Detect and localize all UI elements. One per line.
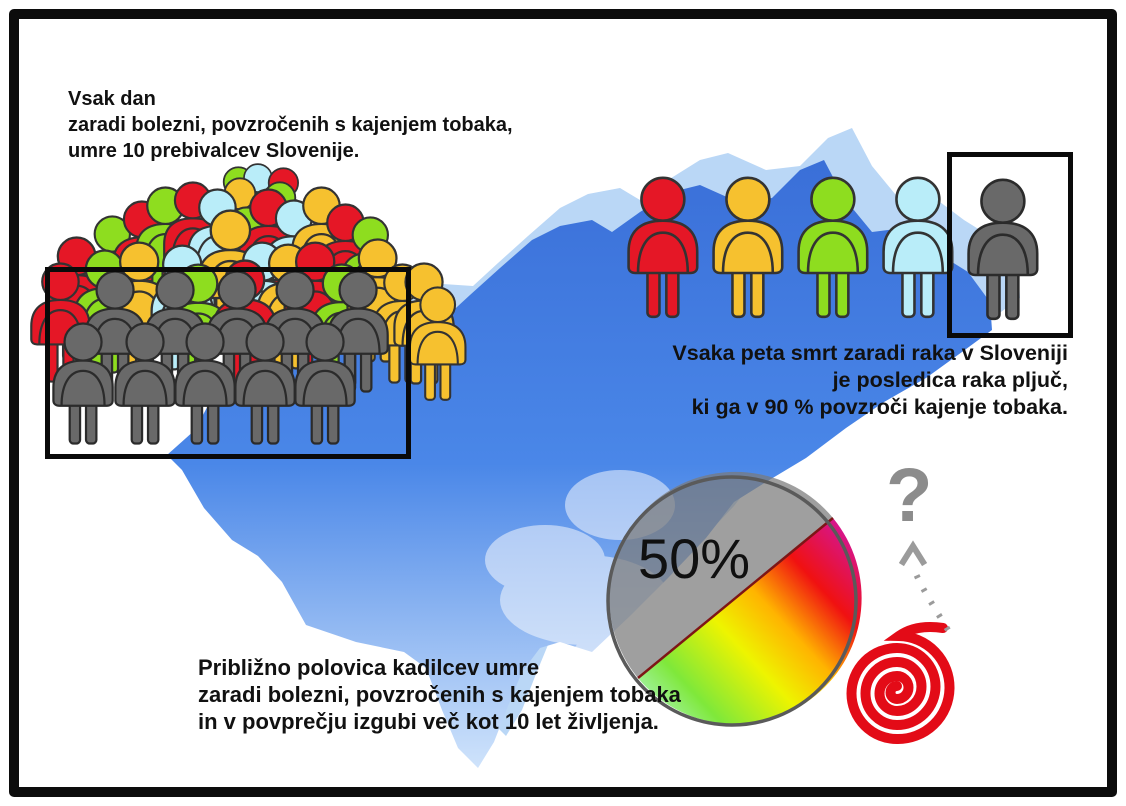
text-line: Vsaka peta smrt zaradi raka v Sloveniji [672,341,1068,365]
text-half-smokers: Približno polovica kadilcev umre zaradi … [198,654,681,735]
person-figure [712,176,784,319]
text-line: zaradi bolezni, povzročenih s kajenjem t… [198,682,681,707]
question-mark: ? [886,453,933,538]
text-line: umre 10 prebivalcev Slovenije. [68,140,360,162]
text-daily-deaths: Vsak dan zaradi bolezni, povzročenih s k… [68,86,513,164]
person-figure [409,286,467,401]
text-line: in v povprečju izgubi več kot 10 let živ… [198,709,659,734]
text-line: zaradi bolezni, povzročenih s kajenjem t… [68,114,513,136]
text-line: Vsak dan [68,88,156,110]
text-line: Približno polovica kadilcev umre [198,655,540,680]
text-line: ki ga v 90 % povzroči kajenje tobaka. [691,395,1068,419]
highlight-box-crowd [45,267,411,459]
person-figure [258,167,308,265]
dashed-arrow-line [913,572,951,632]
highlight-box-fifth-figure [947,152,1073,338]
person-figure [213,166,263,264]
smoke-spiral-group [846,540,955,745]
text-lung-cancer: Vsaka peta smrt zaradi raka v Sloveniji … [672,340,1068,421]
person-figure [627,176,699,319]
text-line: je posledica raka pljuč, [832,368,1068,392]
pie-slice-gray [609,471,833,678]
smoke-spiral [846,622,955,745]
pie-percentage-label: 50% [638,527,750,590]
person-figure [234,163,282,256]
person-figure [797,176,869,319]
arrowhead-chevron [898,540,928,567]
